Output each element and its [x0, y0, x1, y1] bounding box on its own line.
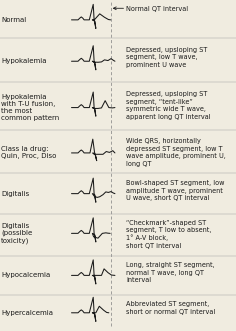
- Text: Hypocalcemia: Hypocalcemia: [1, 272, 51, 278]
- Text: Hypokalemia
with T-U fusion,
the most
common pattern: Hypokalemia with T-U fusion, the most co…: [1, 94, 59, 121]
- Text: Bowl-shaped ST segment, low
amplitude T wave, prominent
U wave, short QT interva: Bowl-shaped ST segment, low amplitude T …: [126, 180, 225, 202]
- Text: Hypercalcemia: Hypercalcemia: [1, 310, 53, 316]
- Text: Long, straight ST segment,
normal T wave, long QT
interval: Long, straight ST segment, normal T wave…: [126, 262, 215, 283]
- Text: Normal: Normal: [1, 17, 26, 23]
- Text: Class Ia drug:
Quin, Proc, Diso: Class Ia drug: Quin, Proc, Diso: [1, 146, 57, 160]
- Text: Abbreviated ST segment,
short or normal QT interval: Abbreviated ST segment, short or normal …: [126, 302, 215, 315]
- Text: Depressed, upsloping ST
segment, “tent-like”
symmetric wide T wave,
apparent lon: Depressed, upsloping ST segment, “tent-l…: [126, 91, 211, 120]
- Text: Depressed, upsloping ST
segment, low T wave,
prominent U wave: Depressed, upsloping ST segment, low T w…: [126, 47, 207, 68]
- Text: Hypokalemia: Hypokalemia: [1, 58, 47, 64]
- Text: “Checkmark”-shaped ST
segment, T low to absent,
1° A-V block,
short QT interval: “Checkmark”-shaped ST segment, T low to …: [126, 219, 212, 249]
- Text: Normal QT interval: Normal QT interval: [126, 6, 188, 12]
- Text: Digitalis
(possible
toxicity): Digitalis (possible toxicity): [1, 223, 32, 244]
- Text: Wide QRS, horizontally
depressed ST segment, low T
wave amplitude, prominent U,
: Wide QRS, horizontally depressed ST segm…: [126, 138, 226, 167]
- Text: Digitalis: Digitalis: [1, 191, 30, 197]
